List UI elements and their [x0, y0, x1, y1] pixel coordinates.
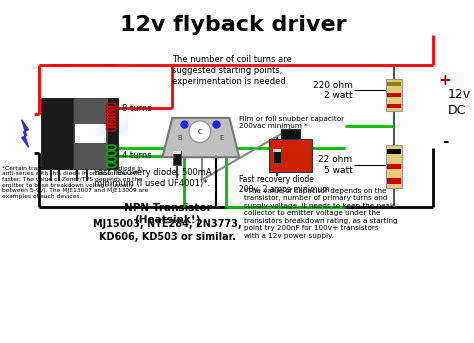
Text: 12v
DC: 12v DC: [448, 87, 471, 117]
Text: -: -: [442, 134, 448, 149]
Text: E: E: [219, 134, 224, 141]
Text: 12v flyback driver: 12v flyback driver: [120, 15, 346, 35]
Bar: [387, 104, 401, 108]
Bar: [387, 93, 401, 97]
Text: B: B: [178, 134, 182, 141]
Text: *The value of capacitor depends on the
transistor, number of primary turns and
s: *The value of capacitor depends on the t…: [244, 188, 398, 239]
Bar: [386, 79, 401, 111]
Bar: [387, 149, 401, 154]
Text: +: +: [438, 73, 451, 88]
Circle shape: [189, 121, 211, 142]
Bar: [173, 151, 181, 165]
Bar: [75, 124, 106, 143]
Bar: [108, 98, 118, 169]
Bar: [281, 129, 301, 139]
Bar: [73, 98, 108, 169]
Bar: [173, 151, 181, 154]
Text: Fast recovery diode, 500mA
minimum (I used UF4001)*.: Fast recovery diode, 500mA minimum (I us…: [93, 168, 211, 188]
Text: 22 ohm
5 watt: 22 ohm 5 watt: [319, 155, 353, 175]
Polygon shape: [163, 118, 239, 157]
Text: 220 ohm
2 watt: 220 ohm 2 watt: [313, 81, 353, 100]
Bar: [387, 82, 401, 86]
Polygon shape: [22, 120, 28, 147]
Text: C: C: [198, 129, 202, 134]
Text: MJ15003, NTE284, 2N3773,
KD606, KD503 or similar.: MJ15003, NTE284, 2N3773, KD606, KD503 or…: [93, 219, 242, 242]
Text: NPN Transistor
(Heatsink!): NPN Transistor (Heatsink!): [124, 202, 211, 225]
Bar: [41, 98, 73, 169]
Text: *Certain transistors need a Zener/TVS diode in
anti-series with this diode in or: *Certain transistors need a Zener/TVS di…: [2, 165, 148, 199]
Text: 4 turns: 4 turns: [122, 151, 152, 160]
Bar: [269, 139, 312, 172]
Text: 8 turns: 8 turns: [122, 105, 152, 114]
Bar: [273, 149, 281, 163]
Text: Film or foil snubber capacitor
200vac minimum *: Film or foil snubber capacitor 200vac mi…: [239, 116, 345, 129]
Text: Fast recovery diode
200v, 2 amps minimum: Fast recovery diode 200v, 2 amps minimum: [239, 175, 330, 194]
Bar: [386, 145, 401, 188]
Bar: [387, 164, 401, 169]
Text: The number of coil turns are
suggested starting points,
experimentation is neede: The number of coil turns are suggested s…: [173, 55, 292, 86]
Bar: [387, 178, 401, 184]
Bar: [273, 149, 281, 152]
